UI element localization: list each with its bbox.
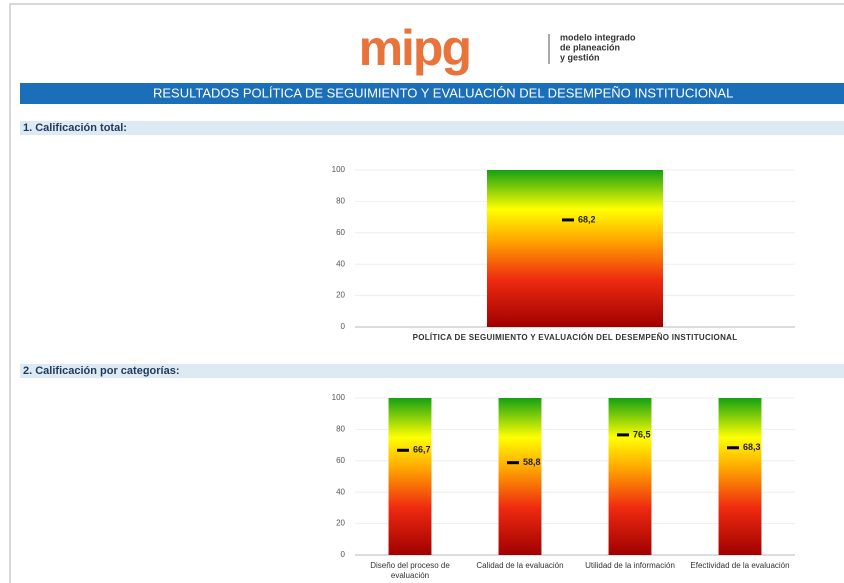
y-tick-label: 20 (336, 519, 345, 528)
y-tick-label: 60 (336, 456, 345, 465)
y-tick-label: 40 (336, 487, 345, 496)
y-tick-label: 40 (336, 259, 345, 268)
frame (9, 3, 844, 583)
section-bar (20, 364, 844, 378)
logo: mipg (359, 20, 470, 76)
y-tick-label: 60 (336, 228, 345, 237)
label-line: Utilidad de la información (585, 561, 675, 570)
y-tick-label: 80 (336, 197, 345, 206)
value-label: 58,8 (523, 457, 541, 467)
y-tick-label: 0 (341, 550, 346, 559)
gradient-band (608, 398, 652, 555)
label-line: evaluación (391, 571, 429, 580)
logo-tagline: modelo integrado (560, 32, 636, 42)
gradient-band (718, 398, 762, 555)
y-tick-label: 100 (332, 165, 346, 174)
section-title: 2. Calificación por categorías: (23, 365, 180, 377)
x-tick-label: Efectividad de la evaluación (690, 561, 789, 570)
gradient-band (388, 398, 432, 555)
y-tick-label: 20 (336, 291, 345, 300)
page-title: RESULTADOS POLÍTICA DE SEGUIMIENTO Y EVA… (153, 85, 733, 100)
logo-tagline: de planeación (560, 42, 620, 52)
label-line: Efectividad de la evaluación (690, 561, 789, 570)
value-label: 68,3 (743, 442, 761, 452)
value-label: 66,7 (413, 445, 431, 455)
section-bar (20, 121, 844, 135)
value-label: 76,5 (633, 429, 651, 439)
x-tick-label: Diseño del proceso de evaluación (370, 561, 450, 580)
label-line: POLÍTICA DE SEGUIMIENTO Y EVALUACIÓN DEL… (413, 333, 738, 342)
label-line: Diseño del proceso de (370, 561, 450, 570)
gradient-band (498, 398, 542, 555)
gradient-band (487, 170, 663, 327)
x-tick-label: POLÍTICA DE SEGUIMIENTO Y EVALUACIÓN DEL… (413, 333, 738, 342)
y-tick-label: 0 (341, 322, 346, 331)
logo-tagline: y gestión (560, 52, 600, 62)
label-line: Calidad de la evaluación (476, 561, 563, 570)
value-label: 68,2 (578, 214, 596, 224)
title-bar (20, 83, 844, 104)
section-title: 1. Calificación total: (23, 122, 127, 134)
y-tick-label: 100 (332, 393, 346, 402)
y-tick-label: 80 (336, 425, 345, 434)
x-tick-label: Calidad de la evaluación (476, 561, 563, 570)
x-tick-label: Utilidad de la información (585, 561, 675, 570)
